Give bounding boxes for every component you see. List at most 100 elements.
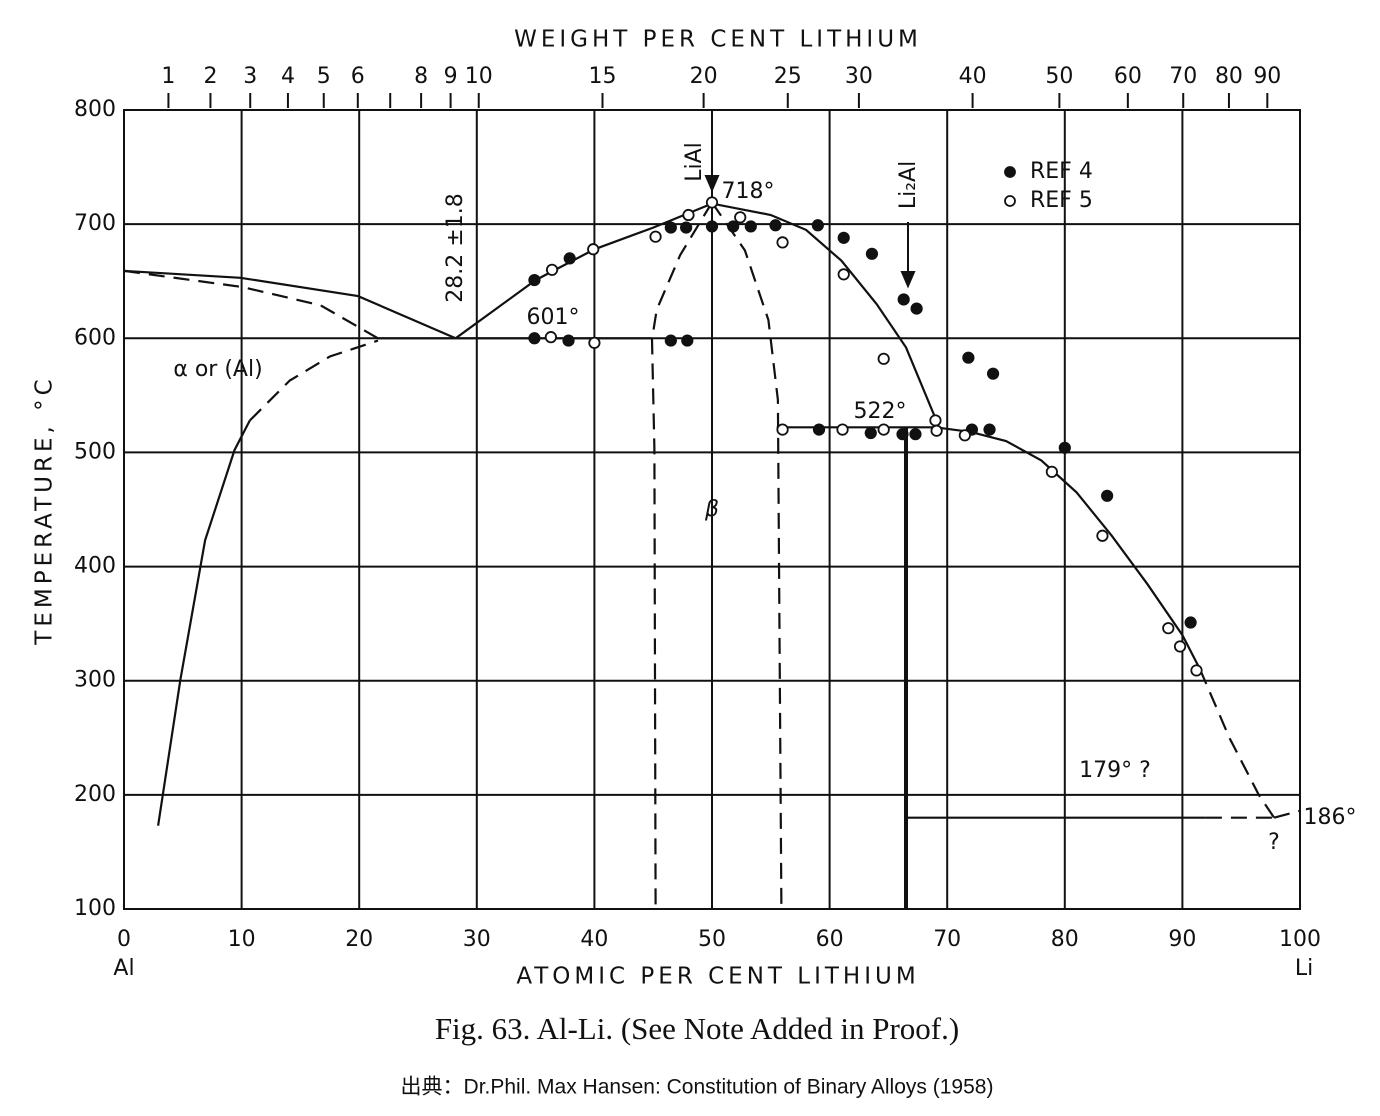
annotation: 522°: [854, 399, 907, 424]
x-tick-label: 20: [345, 927, 373, 952]
x2-tick-label: 4: [281, 64, 295, 89]
x2-tick-label: 60: [1114, 64, 1142, 89]
phase-boundary: [249, 339, 379, 422]
x2-tick-label: 15: [589, 64, 617, 89]
data-point: [664, 221, 677, 234]
data-point: [776, 423, 789, 436]
x2-tick-label: 5: [317, 64, 331, 89]
data-point: [836, 423, 849, 436]
annotation: 601°: [527, 305, 580, 330]
data-point: [865, 247, 879, 260]
phase-boundary: [123, 269, 457, 340]
plot-frame: [123, 109, 1301, 910]
y-tick-label: 100: [74, 896, 116, 921]
legend-label: REF 4: [1030, 159, 1093, 184]
data-point: [562, 334, 575, 347]
y-tick-label: 300: [74, 668, 116, 693]
x-tick-label: 60: [816, 927, 844, 952]
phase-boundary: [1273, 809, 1301, 819]
y-tick-label: 500: [74, 439, 116, 464]
annotation: 186°: [1304, 805, 1357, 830]
arrow-head: [900, 271, 916, 289]
data-point: [930, 424, 943, 437]
data-point: [682, 208, 695, 222]
data-point: [1184, 616, 1197, 629]
data-point: [528, 332, 541, 345]
data-point: [681, 334, 694, 347]
caption: Fig. 63. Al-Li. (See Note Added in Proof…: [435, 1011, 959, 1046]
annotation: 28.2 ±1.8: [443, 193, 468, 302]
data-point: [983, 423, 996, 436]
data-point: [649, 230, 662, 243]
x2-tick-label: 70: [1169, 64, 1197, 89]
annotation: 718°: [722, 179, 775, 204]
data-point: [734, 211, 747, 224]
data-point: [588, 336, 601, 349]
phase-boundary: [1198, 668, 1276, 819]
data-point: [877, 352, 890, 365]
y-tick-label: 700: [74, 211, 116, 236]
legend-label: REF 5: [1030, 188, 1093, 213]
x-tick-label: 0: [117, 927, 131, 952]
x2-tick-label: 30: [845, 64, 873, 89]
phase-boundary: [711, 201, 783, 910]
data-point: [744, 220, 757, 233]
x-end-label: Al: [113, 956, 134, 981]
phase-boundary: [776, 426, 1201, 670]
x2-tick-label: 25: [774, 64, 802, 89]
data-point: [877, 423, 890, 436]
annotation: α or (Al): [173, 357, 262, 382]
x-tick-label: 70: [933, 927, 961, 952]
x2-tick-label: 8: [414, 64, 428, 89]
annotation: Li₂Al: [896, 161, 921, 209]
data-point: [962, 351, 975, 364]
data-point: [528, 273, 541, 287]
y-tick-label: 400: [74, 554, 116, 579]
source: 出典：Dr.Phil. Max Hansen: Constitution of …: [401, 1076, 994, 1099]
data-point: [909, 428, 922, 441]
data-point: [837, 231, 850, 244]
data-point: [727, 220, 740, 233]
y-tick-label: 200: [74, 782, 116, 807]
phase-boundary: [123, 269, 379, 340]
legend-marker: [1004, 195, 1016, 207]
data-point: [705, 220, 719, 233]
data-point: [544, 331, 557, 344]
x2-tick-label: 10: [465, 64, 493, 89]
data-point: [1190, 664, 1203, 677]
phase-boundary: [157, 419, 251, 826]
legend-marker: [1004, 166, 1016, 178]
y-tick-label: 800: [74, 97, 116, 122]
data-point: [705, 196, 719, 209]
data-point: [545, 263, 559, 276]
x-tick-label: 40: [580, 927, 608, 952]
data-point: [664, 334, 677, 347]
x2-tick-label: 2: [203, 64, 217, 89]
data-point: [897, 293, 910, 306]
x-tick-label: 50: [698, 927, 726, 952]
data-point: [896, 428, 909, 441]
data-point: [776, 236, 789, 249]
data-point: [929, 414, 942, 427]
y-axis-title: TEMPERATURE, °C: [32, 375, 58, 645]
data-point: [812, 423, 826, 436]
x2-tick-label: 80: [1215, 64, 1243, 89]
data-point: [1096, 529, 1109, 542]
x2-tick-label: 50: [1045, 64, 1073, 89]
data-point: [864, 426, 877, 440]
data-point: [986, 367, 1000, 380]
x2-tick-label: 6: [351, 64, 365, 89]
data-point: [1162, 622, 1175, 635]
data-point: [811, 219, 824, 232]
x-tick-label: 80: [1051, 927, 1079, 952]
data-point: [910, 302, 923, 315]
x2-tick-label: 20: [690, 64, 718, 89]
data-point: [958, 429, 971, 442]
data-point: [680, 221, 693, 234]
x-tick-label: 100: [1279, 927, 1321, 952]
data-point: [1058, 441, 1071, 454]
annotation: LiAl: [682, 142, 707, 182]
y-tick-label: 600: [74, 325, 116, 350]
data-point: [769, 219, 782, 232]
